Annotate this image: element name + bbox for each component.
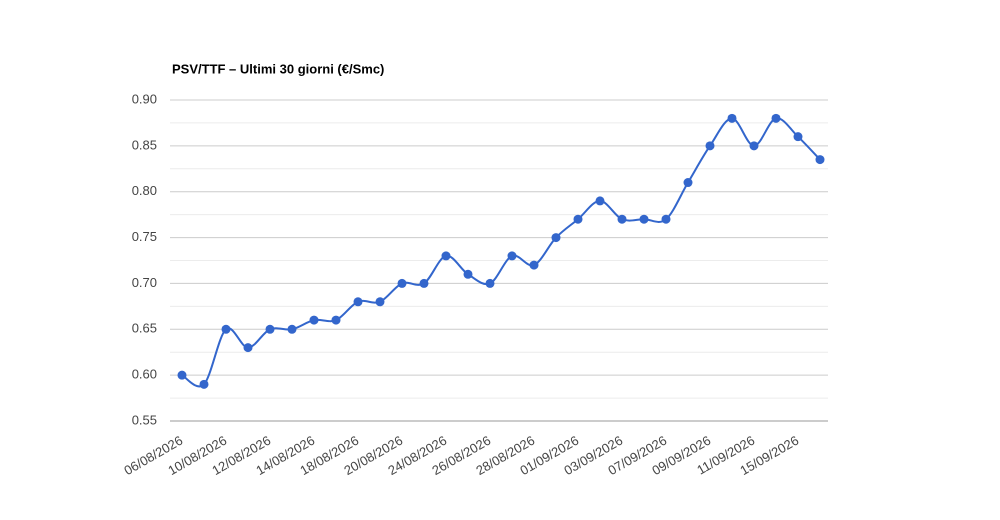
y-tick-label: 0.85 — [132, 137, 157, 152]
point — [727, 113, 737, 123]
point — [221, 324, 231, 334]
y-tick-label: 0.60 — [132, 367, 157, 382]
point — [573, 214, 583, 224]
point — [551, 233, 561, 243]
line — [181, 117, 821, 388]
point — [177, 370, 187, 380]
point — [463, 269, 473, 279]
point — [595, 196, 605, 206]
y-tick-label: 0.55 — [132, 412, 157, 427]
point — [793, 132, 803, 142]
point — [771, 113, 781, 123]
point — [331, 315, 341, 325]
point — [397, 278, 407, 288]
point — [265, 324, 275, 334]
point — [419, 278, 429, 288]
y-tick-label: 0.65 — [132, 321, 157, 336]
y-tick-label: 0.75 — [132, 229, 157, 244]
point — [683, 178, 693, 188]
y-tick-label: 0.90 — [132, 91, 157, 106]
point — [529, 260, 539, 270]
point — [309, 315, 319, 325]
point — [375, 297, 385, 307]
point — [639, 214, 649, 224]
point — [661, 214, 671, 224]
point — [815, 155, 825, 165]
chart-title: PSV/TTF – Ultimi 30 giorni (€/Smc) — [172, 61, 384, 76]
y-tick-label: 0.70 — [132, 275, 157, 290]
point — [705, 141, 715, 151]
point — [287, 324, 297, 334]
point — [507, 251, 517, 261]
point — [243, 343, 253, 353]
point — [441, 251, 451, 261]
point — [749, 141, 759, 151]
point — [353, 297, 363, 307]
point — [617, 214, 627, 224]
point — [199, 379, 209, 389]
y-tick-label: 0.80 — [132, 183, 157, 198]
point — [485, 278, 495, 288]
